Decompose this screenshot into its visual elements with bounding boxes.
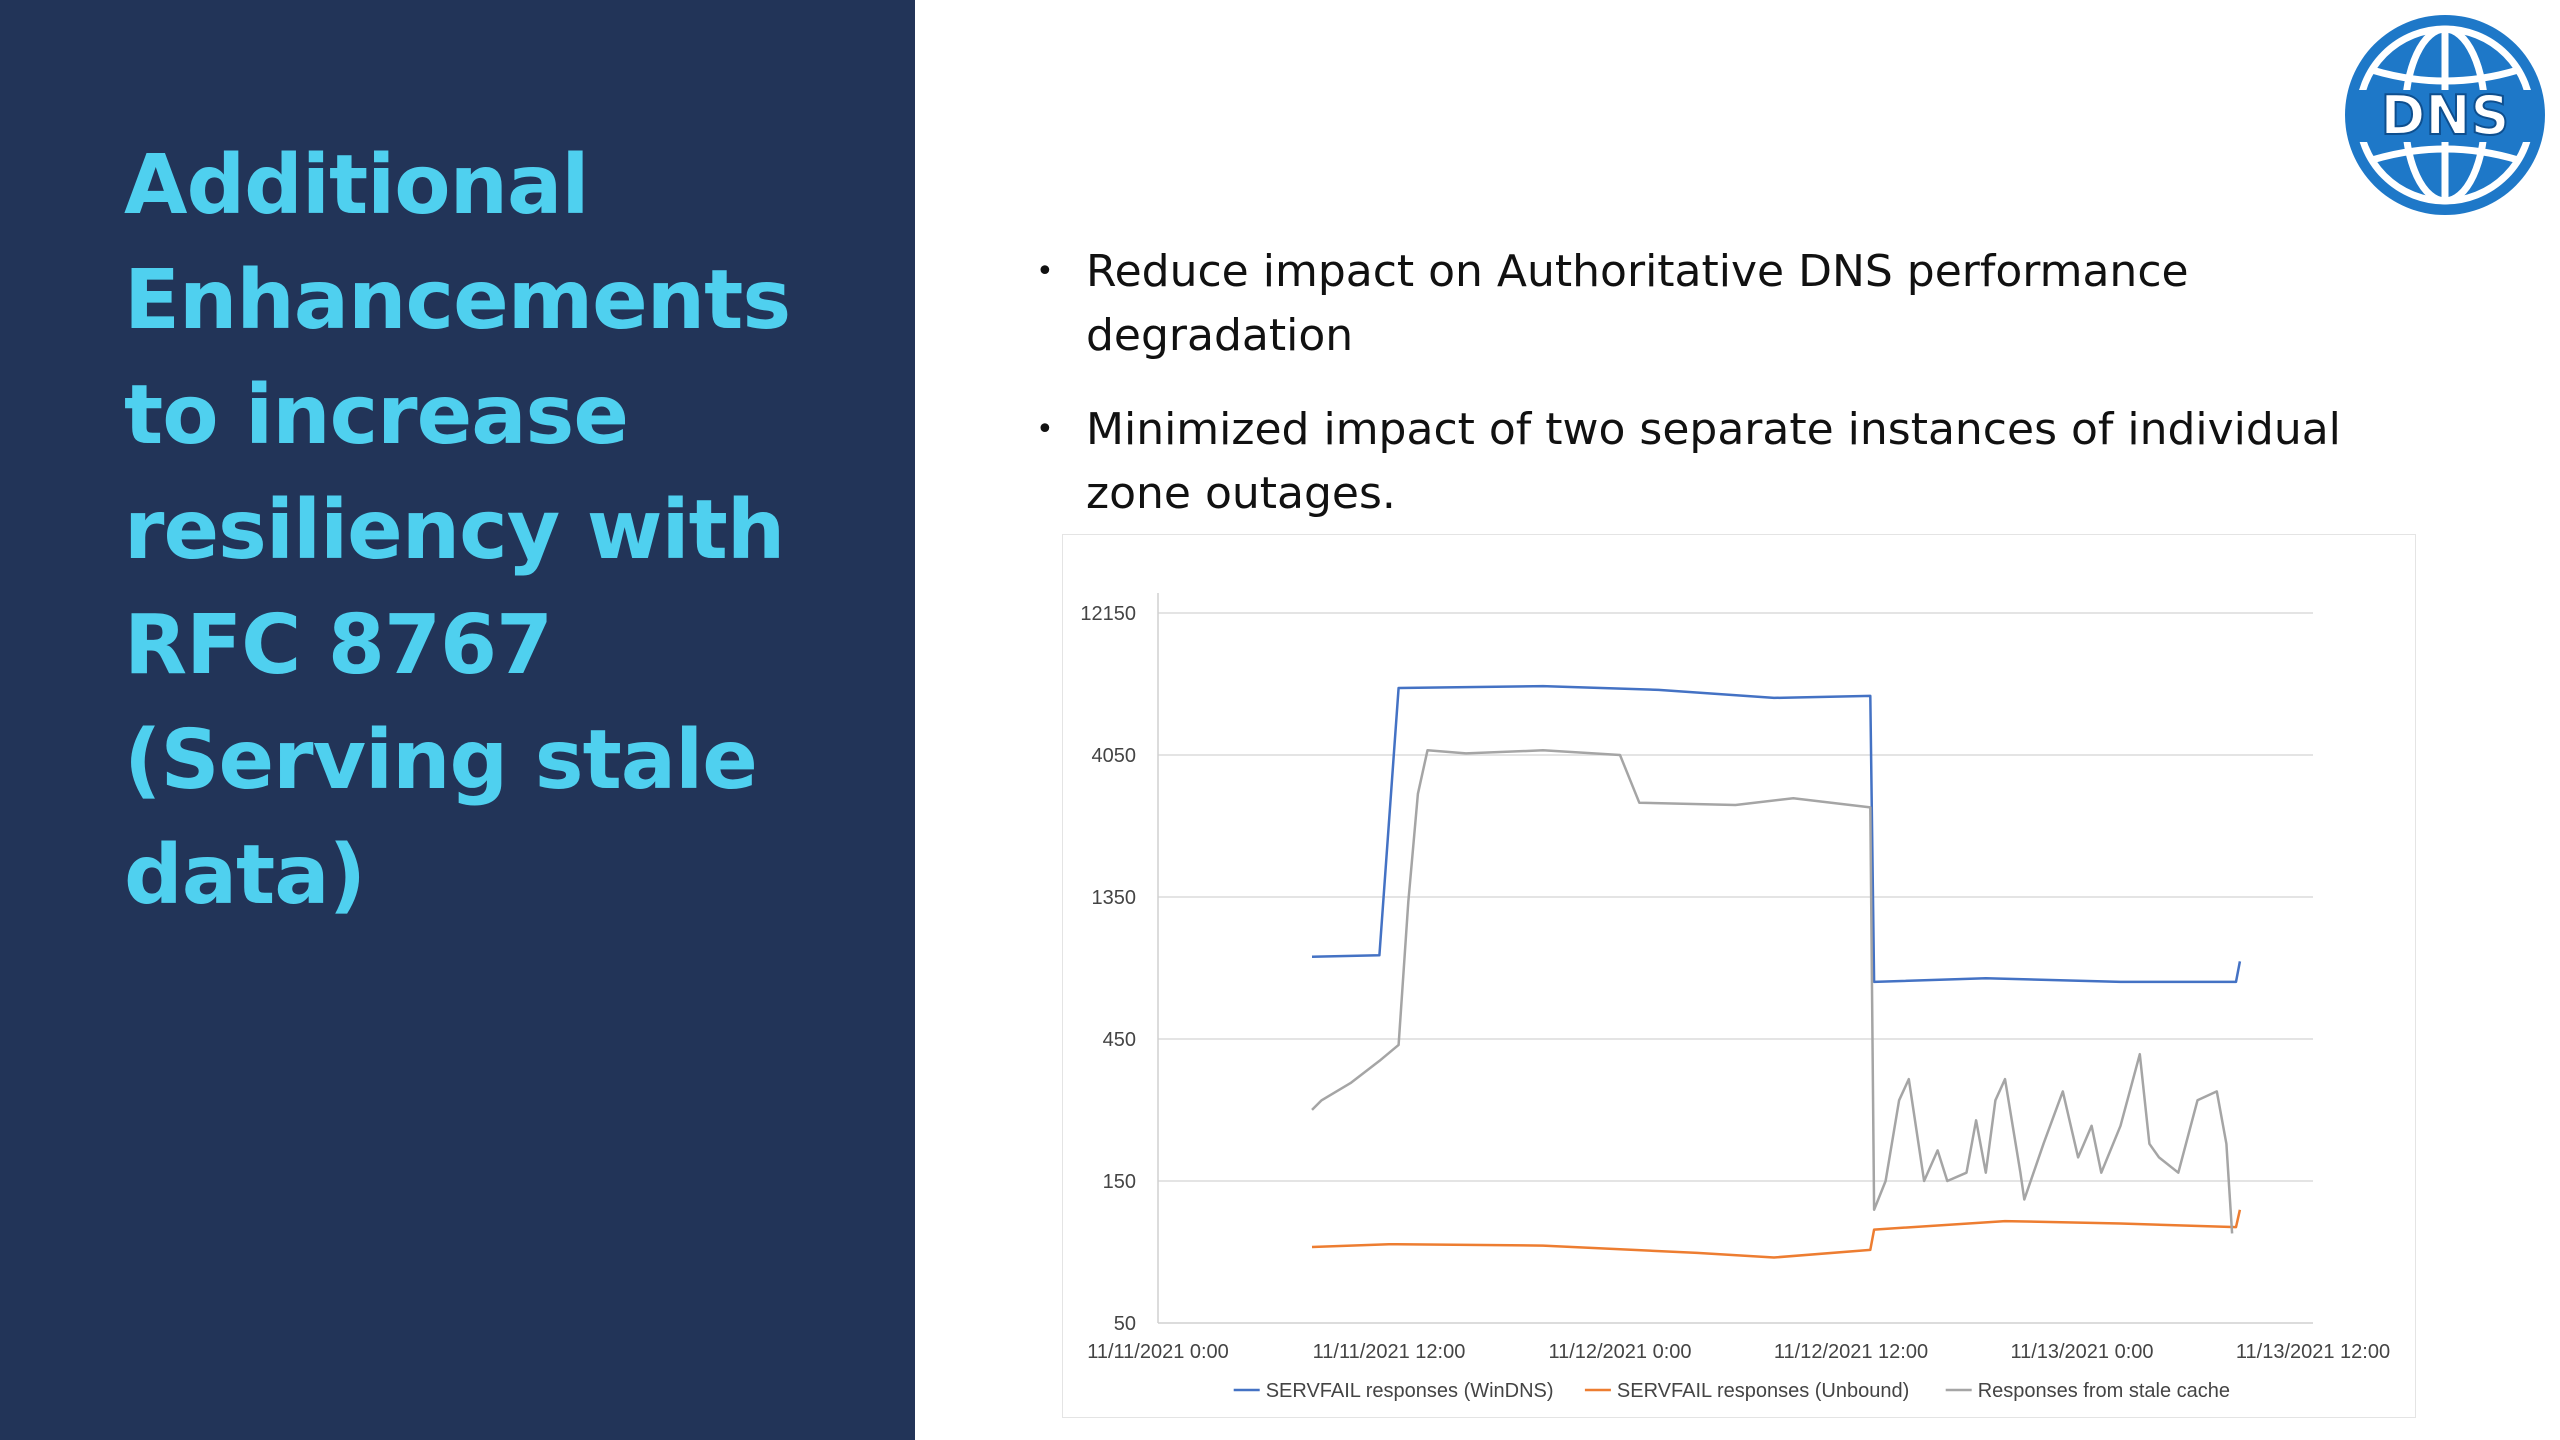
title-panel [0, 0, 915, 1440]
legend-label: Responses from stale cache [1978, 1380, 2230, 1402]
series-line [1311, 684, 2242, 984]
chart-frame: 50 150 450 1350 4050 12150 11/11/2021 0:00 11/1… [1062, 534, 2416, 1418]
y-tick-label: 150 [1103, 1171, 1136, 1193]
x-tick-label: 11/12/2021 12:00 [1774, 1341, 1928, 1363]
x-tick-label: 11/13/2021 0:00 [2010, 1341, 2153, 1363]
x-tick-label: 11/11/2021 12:00 [1313, 1341, 1466, 1363]
series-line [1311, 1209, 2242, 1259]
bullet-text: Minimized impact of two separate instanc… [1086, 404, 2341, 519]
bullet-marker: • [1036, 254, 1054, 289]
bullet-list: • Reduce impact on Authoritative DNS per… [1030, 240, 2410, 556]
legend-label: SERVFAIL responses (WinDNS) [1266, 1380, 1554, 1402]
series-line [1311, 749, 2234, 1234]
slide-title: Additional Enhancements to increase resi… [124, 138, 791, 923]
line-chart: 50 150 450 1350 4050 12150 11/11/2021 0:00 11/1… [1080, 593, 2390, 1402]
x-tick-label: 11/11/2021 0:00 [1087, 1341, 1229, 1363]
bullet-item: • Minimized impact of two separate insta… [1030, 398, 2410, 526]
y-tick-label: 1350 [1092, 887, 1137, 909]
x-tick-label: 11/12/2021 0:00 [1548, 1341, 1691, 1363]
dns-globe-icon: DNS [2345, 15, 2545, 215]
legend-label: SERVFAIL responses (Unbound) [1617, 1380, 1909, 1402]
bullet-marker: • [1036, 412, 1054, 447]
y-tick-label: 450 [1103, 1029, 1136, 1051]
bullet-item: • Reduce impact on Authoritative DNS per… [1030, 240, 2410, 368]
x-tick-label: 11/13/2021 12:00 [2236, 1341, 2390, 1363]
bullet-text: Reduce impact on Authoritative DNS perfo… [1086, 246, 2189, 361]
y-tick-label: 12150 [1080, 603, 1136, 625]
y-tick-label: 50 [1114, 1313, 1136, 1335]
logo-text: DNS [2381, 84, 2510, 147]
y-tick-label: 4050 [1092, 745, 1137, 767]
